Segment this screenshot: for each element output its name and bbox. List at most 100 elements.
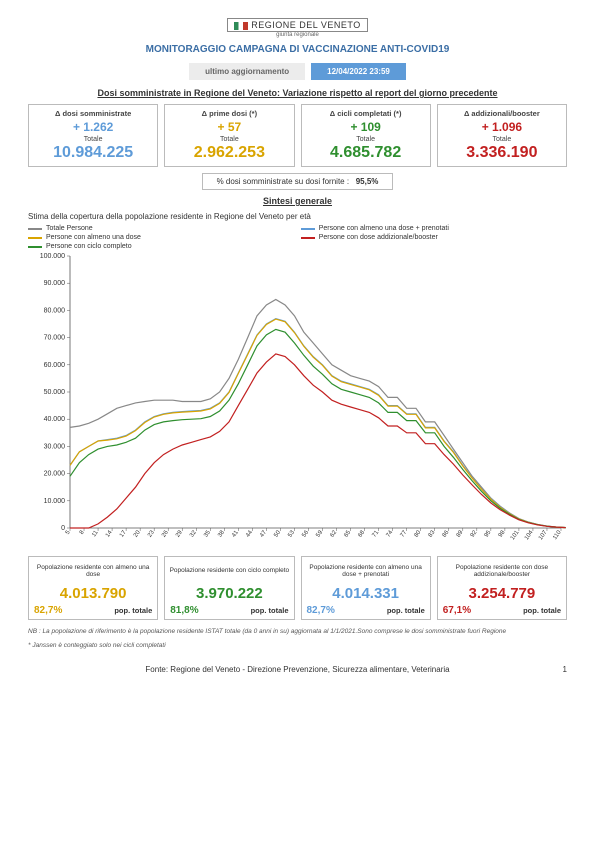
svg-text:44: 44 [245, 529, 254, 538]
stat-delta: + 109 [305, 120, 427, 134]
svg-text:92: 92 [470, 529, 479, 538]
footer: Fonte: Regione del Veneto - Direzione Pr… [28, 665, 567, 674]
legend-swatch [301, 228, 315, 230]
bottom-number: 3.970.222 [168, 585, 290, 602]
svg-text:80.000: 80.000 [44, 307, 66, 314]
stat-totale-lbl: Totale [305, 136, 427, 143]
legend-label: Totale Persone [46, 225, 93, 232]
svg-text:95: 95 [484, 529, 493, 538]
bottom-pct-label: pop. totale [523, 606, 561, 615]
legend-item: Persone con dose addizionale/booster [301, 234, 560, 241]
bottom-row: Popolazione residente con almeno una dos… [28, 556, 567, 620]
svg-text:32: 32 [189, 529, 198, 538]
legend-label: Persone con dose addizionale/booster [319, 234, 438, 241]
stat-label: Δ cicli completati (*) [305, 109, 427, 118]
stat-box: Δ addizionali/booster + 1.096 Totale 3.3… [437, 104, 567, 167]
svg-text:20.000: 20.000 [44, 471, 66, 478]
svg-text:11: 11 [91, 529, 100, 538]
bottom-pct: 81,8% [170, 605, 198, 616]
stat-total: 2.962.253 [168, 144, 290, 162]
svg-text:110: 110 [552, 529, 563, 541]
coverage-chart: 010.00020.00030.00040.00050.00060.00070.… [28, 252, 567, 552]
svg-text:74: 74 [386, 529, 395, 538]
chart-subtitle: Stima della copertura della popolazione … [28, 212, 567, 221]
svg-text:77: 77 [400, 529, 409, 538]
stat-label: Δ dosi somministrate [32, 109, 154, 118]
logo-text: REGIONE DEL VENETO [251, 20, 361, 30]
bottom-box: Popolazione residente con almeno una dos… [301, 556, 431, 620]
stat-total: 3.336.190 [441, 144, 563, 162]
svg-text:100.000: 100.000 [40, 253, 65, 260]
svg-text:30.000: 30.000 [44, 443, 66, 450]
stat-delta: + 57 [168, 120, 290, 134]
stats-row: Δ dosi somministrate + 1.262 Totale 10.9… [28, 104, 567, 167]
svg-text:53: 53 [287, 529, 296, 538]
stat-total: 10.984.225 [32, 144, 154, 162]
svg-text:14: 14 [105, 529, 114, 538]
legend-label: Persone con almeno una dose + prenotati [319, 225, 449, 232]
pct-doses-value: 95,5% [356, 177, 379, 186]
svg-text:65: 65 [343, 529, 352, 538]
svg-text:26: 26 [161, 529, 170, 538]
update-date: 12/04/2022 23:59 [311, 63, 406, 80]
svg-text:50.000: 50.000 [44, 389, 66, 396]
update-row: ultimo aggiornamento 12/04/2022 23:59 [28, 63, 567, 80]
bottom-pct: 82,7% [34, 605, 62, 616]
bottom-box: Popolazione residente con dose addiziona… [437, 556, 567, 620]
svg-text:62: 62 [329, 529, 338, 538]
svg-text:80: 80 [414, 529, 423, 538]
bottom-title: Popolazione residente con ciclo completo [168, 560, 290, 582]
svg-text:8: 8 [79, 529, 86, 536]
bottom-pct-label: pop. totale [387, 606, 425, 615]
svg-text:86: 86 [442, 529, 451, 538]
svg-text:41: 41 [231, 529, 240, 538]
page-title: MONITORAGGIO CAMPAGNA DI VACCINAZIONE AN… [28, 44, 567, 55]
chart-legend: Totale Persone Persone con almeno una dos… [28, 225, 567, 250]
bottom-title: Popolazione residente con almeno una dos… [32, 560, 154, 582]
stat-label: Δ prime dosi (*) [168, 109, 290, 118]
stat-box: Δ dosi somministrate + 1.262 Totale 10.9… [28, 104, 158, 167]
bottom-title: Popolazione residente con almeno una dos… [305, 560, 427, 582]
svg-text:70.000: 70.000 [44, 335, 66, 342]
legend-item: Totale Persone [28, 225, 287, 232]
svg-text:71: 71 [372, 529, 381, 538]
stat-delta: + 1.096 [441, 120, 563, 134]
legend-label: Persone con almeno una dose [46, 234, 141, 241]
svg-text:107: 107 [538, 529, 549, 541]
section-doses-title: Dosi somministrate in Regione del Veneto… [28, 88, 567, 98]
bottom-pct: 67,1% [443, 605, 471, 616]
svg-text:23: 23 [147, 529, 156, 538]
logo-subtitle: giunta regionale [28, 32, 567, 38]
footer-source: Fonte: Regione del Veneto - Direzione Pr… [48, 665, 547, 674]
svg-text:5: 5 [65, 529, 72, 536]
pct-doses-label: % dosi somministrate su dosi fornite : [217, 177, 350, 186]
svg-text:20: 20 [133, 529, 142, 538]
stat-delta: + 1.262 [32, 120, 154, 134]
flag-icon [234, 22, 248, 30]
legend-item: Persone con ciclo completo [28, 243, 287, 250]
svg-text:35: 35 [203, 529, 212, 538]
bottom-box: Popolazione residente con almeno una dos… [28, 556, 158, 620]
bottom-number: 4.014.331 [305, 585, 427, 602]
legend-item: Persone con almeno una dose + prenotati [301, 225, 560, 232]
bottom-pct-label: pop. totale [114, 606, 152, 615]
stat-box: Δ cicli completati (*) + 109 Totale 4.68… [301, 104, 431, 167]
svg-text:83: 83 [428, 529, 437, 538]
update-label: ultimo aggiornamento [189, 63, 305, 80]
svg-text:17: 17 [119, 529, 128, 538]
svg-text:59: 59 [315, 529, 324, 538]
stat-total: 4.685.782 [305, 144, 427, 162]
sintesi-title: Sintesi generale [28, 196, 567, 206]
page-number: 1 [547, 665, 567, 674]
stat-totale-lbl: Totale [441, 136, 563, 143]
svg-text:60.000: 60.000 [44, 362, 66, 369]
svg-text:40.000: 40.000 [44, 416, 66, 423]
legend-label: Persone con ciclo completo [46, 243, 132, 250]
stat-box: Δ prime dosi (*) + 57 Totale 2.962.253 [164, 104, 294, 167]
svg-text:0: 0 [61, 525, 65, 532]
header-logo: REGIONE DEL VENETO giunta regionale [28, 18, 567, 38]
svg-text:50: 50 [273, 529, 282, 538]
svg-text:29: 29 [175, 529, 184, 538]
legend-swatch [28, 228, 42, 230]
svg-text:47: 47 [259, 529, 268, 538]
